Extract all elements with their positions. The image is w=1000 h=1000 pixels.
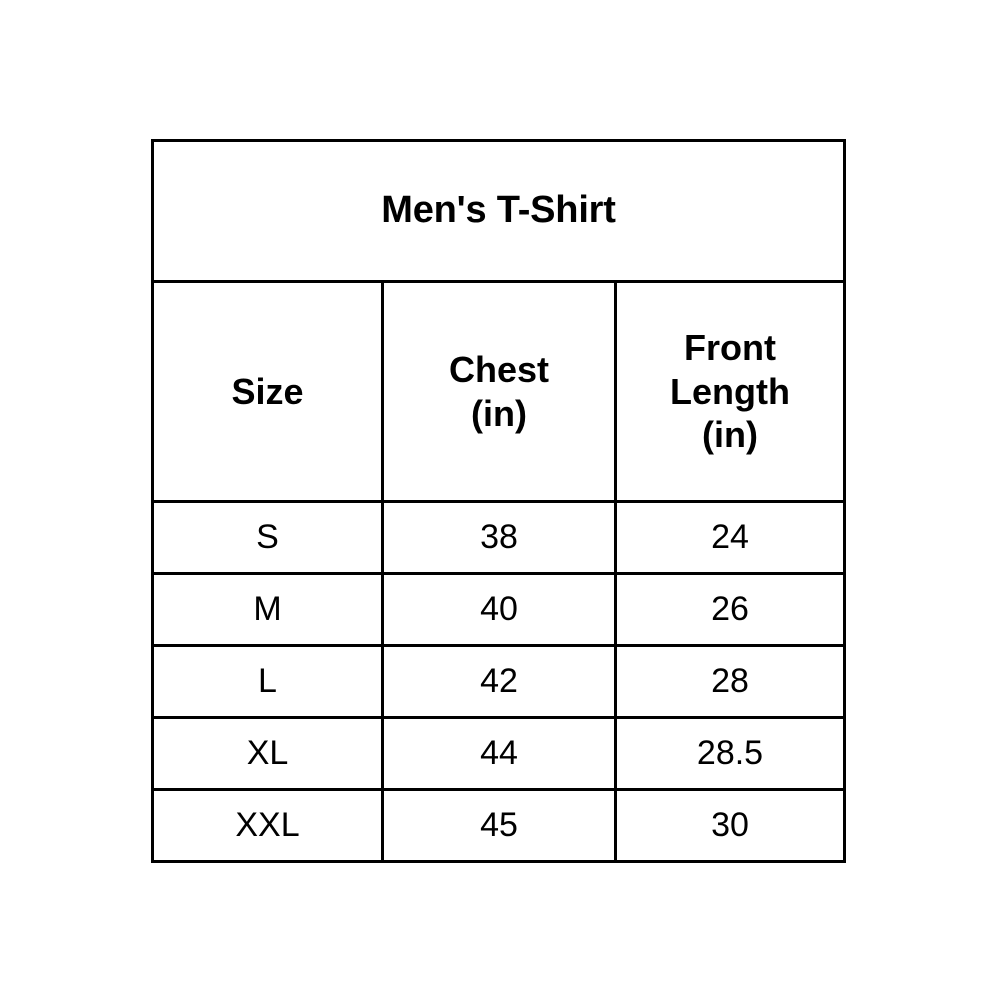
table-row: M 40 26 <box>151 572 846 647</box>
column-header-front-length-line-2: Length <box>670 370 790 412</box>
cell-size: XL <box>151 716 384 791</box>
cell-chest: 44 <box>381 716 617 791</box>
cell-front-length: 26 <box>614 572 846 647</box>
cell-front-length: 28.5 <box>614 716 846 791</box>
cell-front-length: 30 <box>614 788 846 863</box>
cell-chest: 45 <box>381 788 617 863</box>
table-row: XL 44 28.5 <box>151 716 846 791</box>
column-header-chest-line-1: Chest <box>448 348 550 390</box>
cell-chest: 38 <box>381 500 617 575</box>
cell-size: L <box>151 644 384 719</box>
cell-front-length: 24 <box>614 500 846 575</box>
cell-chest: 42 <box>381 644 617 719</box>
cell-size: S <box>151 500 384 575</box>
cell-front-length: 28 <box>614 644 846 719</box>
table-header-row: Size Chest (in) Front Length (in) <box>151 280 846 503</box>
cell-size: XXL <box>151 788 384 863</box>
column-header-front-length: Front Length (in) <box>614 280 846 503</box>
column-header-front-length-line-1: Front <box>684 326 776 368</box>
column-header-front-length-line-3: (in) <box>702 414 758 456</box>
column-header-chest-line-2: (in) <box>471 392 527 434</box>
column-header-size-line-1: Size <box>231 370 304 412</box>
table-title-row: Men's T-Shirt <box>151 139 846 283</box>
column-header-size: Size <box>151 280 384 503</box>
table-title: Men's T-Shirt <box>151 139 846 283</box>
cell-chest: 40 <box>381 572 617 647</box>
size-chart-table: Men's T-Shirt Size Chest (in) Front Leng… <box>151 139 846 863</box>
table-row: XXL 45 30 <box>151 788 846 863</box>
column-header-chest: Chest (in) <box>381 280 617 503</box>
cell-size: M <box>151 572 384 647</box>
table-row: S 38 24 <box>151 500 846 575</box>
table-row: L 42 28 <box>151 644 846 719</box>
